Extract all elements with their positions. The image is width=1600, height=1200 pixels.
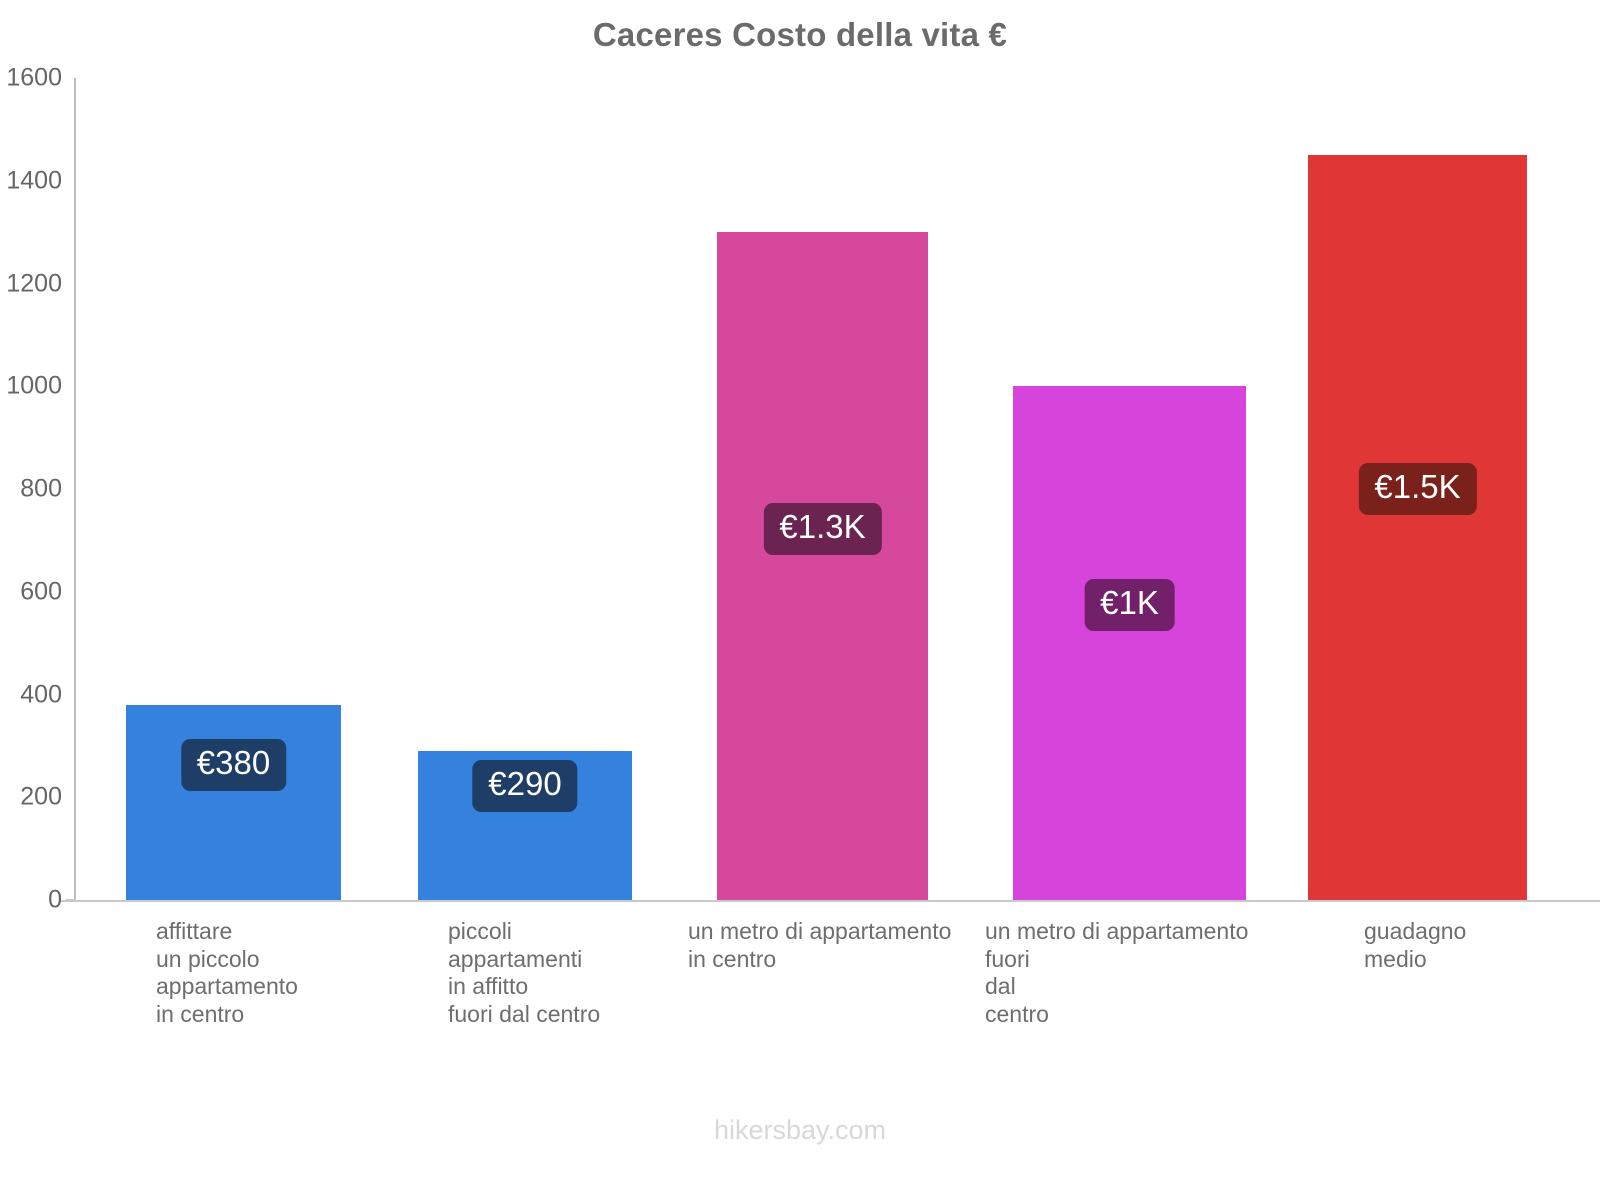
- bar-group-3: €1.3K: [717, 0, 928, 1060]
- bar-value-label-1: €380: [180, 739, 287, 791]
- bar-group-1: €380: [126, 0, 341, 1060]
- y-axis-tick-200: 200: [20, 782, 62, 811]
- watermark-hikersbay: hikersbay.com: [713, 1115, 887, 1145]
- category-label-5: guadagno medio: [1364, 918, 1467, 972]
- bar-5[interactable]: [1308, 155, 1527, 900]
- bar-3[interactable]: [717, 232, 928, 900]
- bar-value-label-4: €1K: [1084, 579, 1175, 631]
- y-axis-tick-800: 800: [20, 474, 62, 503]
- y-axis-tick-1400: 1400: [6, 166, 62, 195]
- bar-group-5: €1.5K: [1308, 0, 1527, 1060]
- y-axis-tick-1200: 1200: [6, 269, 62, 297]
- y-axis-tick-1600: 1600: [6, 63, 62, 92]
- chart-title: Caceres Costo della vita €: [592, 16, 1008, 53]
- y-axis-line: [74, 78, 76, 901]
- category-label-2: piccoli appartamenti in affitto fuori da…: [448, 918, 601, 1027]
- category-label-3: un metro di appartamento in centro: [688, 918, 952, 972]
- bar-1[interactable]: [126, 704, 341, 900]
- bar-group-2: €290: [418, 0, 632, 1060]
- category-label-1: affittare un piccolo appartamento in cen…: [156, 918, 298, 1027]
- plot-area: 0 200 400 600 800 1000 1200 1400 1600 €380 €290 €1…: [6, 0, 1600, 1060]
- category-label-4: un metro di appartamento fuori dal centr…: [985, 918, 1249, 1027]
- y-axis-tick-600: 600: [20, 577, 62, 606]
- y-axis-tick-400: 400: [20, 680, 62, 708]
- bar-value-label-2: €290: [472, 760, 578, 812]
- bar-value-label-3: €1.3K: [763, 503, 882, 555]
- y-axis-tick-mark-0: [66, 899, 76, 901]
- bar-value-label-5: €1.5K: [1358, 463, 1477, 515]
- y-axis-tick-1000: 1000: [6, 371, 62, 400]
- y-axis-tick-0: 0: [48, 885, 62, 914]
- bar-group-4: €1K: [1013, 0, 1246, 1060]
- bar-4[interactable]: [1013, 386, 1246, 900]
- x-axis-line: [60, 900, 1600, 902]
